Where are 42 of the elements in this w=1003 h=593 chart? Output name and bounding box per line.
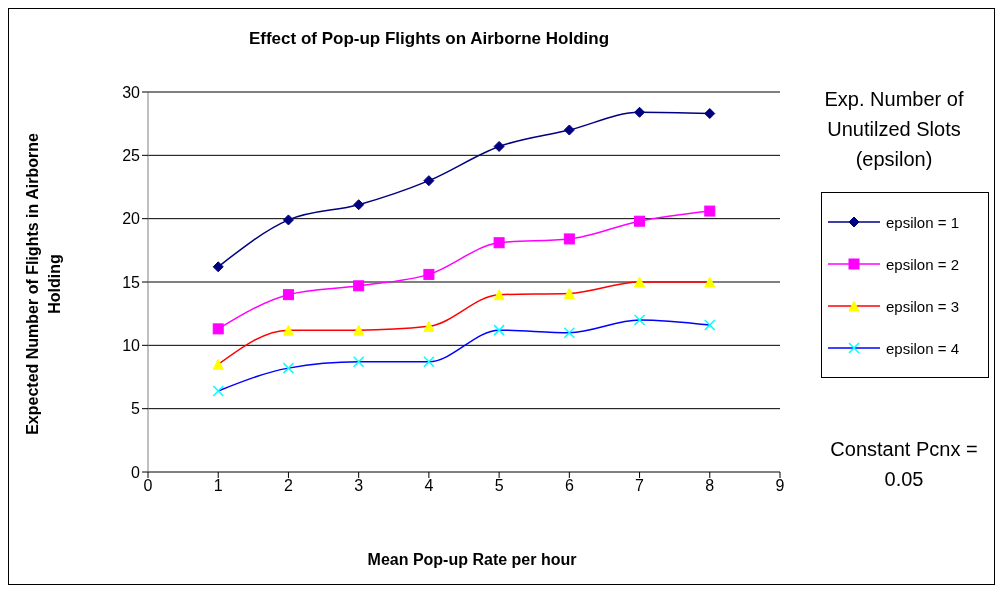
legend-label: epsilon = 2 bbox=[886, 255, 959, 273]
y-tick-label: 10 bbox=[122, 337, 141, 355]
x-tick-label: 1 bbox=[213, 477, 223, 495]
point bbox=[493, 237, 505, 249]
point bbox=[282, 214, 294, 226]
x-tick-label: 8 bbox=[705, 477, 715, 495]
point bbox=[634, 215, 646, 227]
point bbox=[212, 323, 224, 335]
x-tick-label: 6 bbox=[564, 477, 574, 495]
point bbox=[704, 108, 716, 120]
point bbox=[704, 205, 716, 217]
point bbox=[423, 175, 435, 187]
x-tick-label: 5 bbox=[494, 477, 504, 495]
x-tick-label: 0 bbox=[143, 477, 153, 495]
point bbox=[423, 268, 435, 280]
y-tick-label: 20 bbox=[122, 210, 141, 228]
legend-label: epsilon = 1 bbox=[886, 213, 959, 231]
chart-title: Effect of Pop-up Flights on Airborne Holding bbox=[247, 29, 611, 49]
legend-label: epsilon = 4 bbox=[886, 339, 959, 357]
point bbox=[282, 289, 294, 301]
x-tick-label: 9 bbox=[775, 477, 785, 495]
text: Constant Pcnx = 0.05 bbox=[829, 437, 979, 492]
y-axis-title: Expected Number of Flights in Airborne Holding bbox=[23, 132, 64, 437]
y-tick-label: 15 bbox=[122, 273, 141, 291]
point bbox=[563, 233, 575, 245]
y-tick-label: 0 bbox=[131, 463, 141, 481]
point bbox=[634, 106, 646, 118]
y-tick-label: 30 bbox=[122, 83, 141, 101]
x-tick-label: 4 bbox=[424, 477, 434, 495]
point bbox=[493, 140, 505, 152]
x-tick-label: 7 bbox=[635, 477, 645, 495]
y-tick-label: 25 bbox=[122, 147, 141, 165]
point bbox=[563, 124, 575, 136]
y-tick-label: 5 bbox=[131, 400, 141, 418]
x-axis-title: Mean Pop-up Rate per hour bbox=[366, 551, 578, 569]
x-tick-label: 3 bbox=[354, 477, 364, 495]
legend-title: Exp. Number of Unutilzed Slots (epsilon) bbox=[823, 87, 965, 172]
x-tick-label: 2 bbox=[283, 477, 293, 495]
legend-label: epsilon = 3 bbox=[886, 297, 959, 315]
point bbox=[212, 261, 224, 273]
point bbox=[353, 199, 365, 211]
point bbox=[353, 280, 365, 292]
